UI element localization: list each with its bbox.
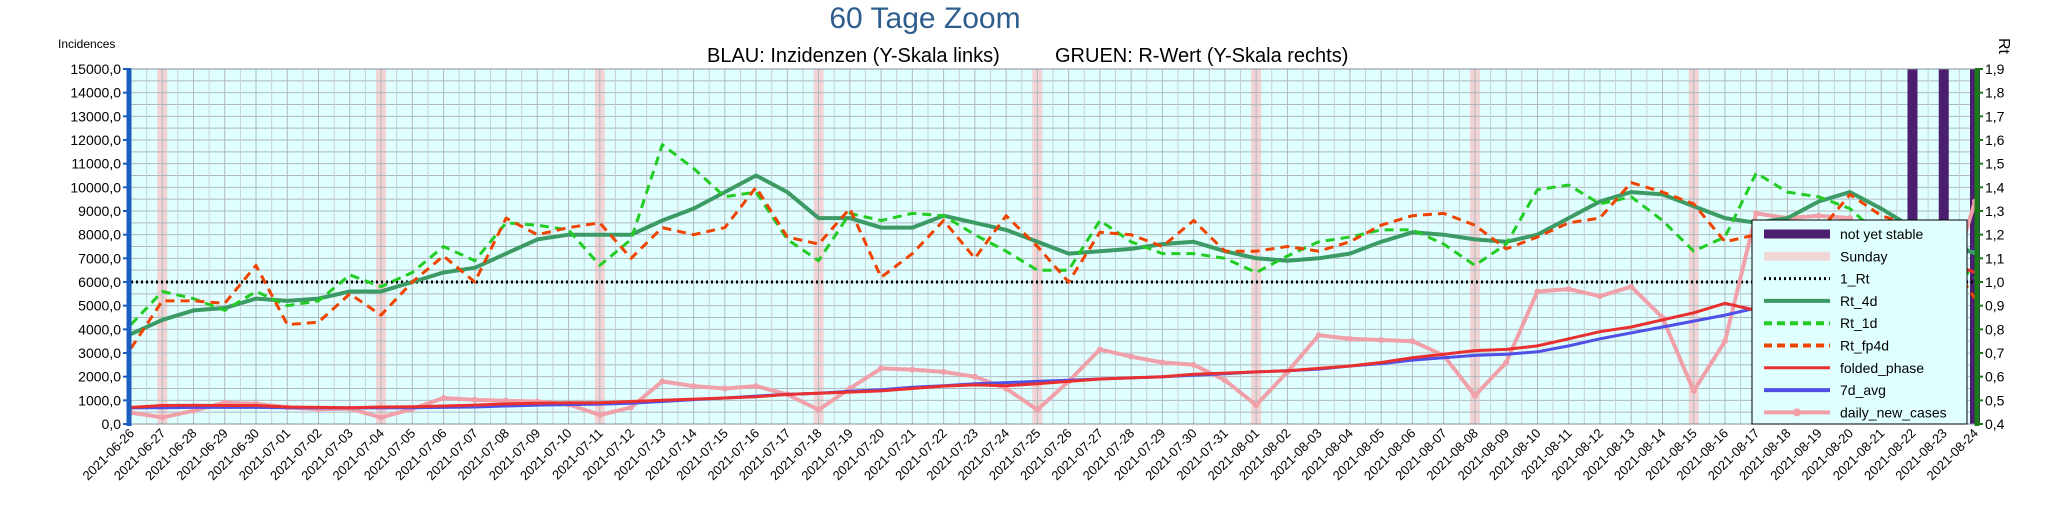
point-daily-new-cases [1346, 335, 1353, 342]
point-daily-new-cases [1315, 332, 1322, 339]
legend-label: 7d_avg [1840, 382, 1886, 398]
point-daily-new-cases [378, 414, 385, 421]
series-rt-4d [130, 173, 1976, 336]
y-tick-right: 1,7 [1985, 108, 2005, 124]
legend-label: folded_phase [1840, 360, 1924, 376]
point-daily-new-cases [815, 406, 822, 413]
point-daily-new-cases [878, 365, 885, 372]
point-daily-new-cases [1534, 288, 1541, 295]
y-tick-left: 9000,0 [78, 203, 121, 219]
point-daily-new-cases [1753, 210, 1760, 217]
y-tick-left: 0,0 [102, 416, 122, 432]
y-tick-right: 0,8 [1985, 321, 2005, 337]
point-daily-new-cases [1096, 346, 1103, 353]
point-daily-new-cases [190, 407, 197, 414]
x-ticks: 2021-06-262021-06-272021-06-282021-06-29… [79, 426, 1981, 484]
y-tick-left: 6000,0 [78, 274, 121, 290]
y-tick-left: 12000,0 [70, 132, 121, 148]
series-rt-fp4d [129, 181, 1977, 350]
y-tick-right: 1,2 [1985, 227, 2005, 243]
y-ticks-right: 0,4 0,5 0,6 0,7 0,8 0,9 1,0 1,1 1,2 1,3 1,4 1,5 1,6 1… [1975, 61, 2005, 432]
y-tick-left: 3000,0 [78, 345, 121, 361]
point-daily-new-cases [1565, 286, 1572, 293]
series-rt-1d [129, 143, 1976, 326]
point-daily-new-cases [909, 366, 916, 373]
y-ticks-left: 0,0 1000,0 2000,0 3000,0 4000,0 5000,0 6000,0 7… [70, 61, 131, 432]
point-daily-new-cases [1596, 293, 1603, 300]
y-tick-left: 8000,0 [78, 227, 121, 243]
legend-label: not yet stable [1840, 226, 1923, 242]
point-daily-new-cases [1190, 361, 1197, 368]
y-axis-label-right: Rt [1995, 38, 2012, 55]
point-daily-new-cases [1128, 353, 1135, 360]
point-daily-new-cases [159, 414, 166, 421]
y-tick-left: 10000,0 [70, 179, 121, 195]
y-tick-right: 0,9 [1985, 298, 2005, 314]
y-axis-label-left: Incidences [58, 37, 115, 51]
y-tick-left: 2000,0 [78, 369, 121, 385]
y-tick-right: 1,3 [1985, 203, 2005, 219]
legend-label: Sunday [1840, 248, 1887, 264]
y-tick-right: 1,8 [1985, 85, 2005, 101]
y-tick-left: 1000,0 [78, 392, 121, 408]
point-daily-new-cases [440, 394, 447, 401]
point-daily-new-cases [596, 412, 603, 419]
point-daily-new-cases [1034, 406, 1041, 413]
point-daily-new-cases [471, 396, 478, 403]
axes [126, 68, 1980, 426]
chart-subtitle-right: GRUEN: R-Wert (Y-Skala rechts) [1055, 45, 1348, 67]
point-daily-new-cases [690, 383, 697, 390]
legend: not yet stable Sunday 1_Rt Rt_4d Rt_1d Rt_fp4… [1751, 219, 1968, 425]
point-daily-new-cases [1628, 283, 1635, 290]
point-daily-new-cases [1409, 338, 1416, 345]
point-daily-new-cases [659, 378, 666, 385]
point-daily-new-cases [1253, 402, 1260, 409]
chart-title: 60 Tage Zoom [829, 2, 1020, 35]
point-daily-new-cases [971, 373, 978, 380]
legend-label: daily_new_cases [1840, 404, 1947, 420]
y-tick-right: 0,4 [1985, 416, 2005, 432]
series-daily-new-cases [130, 200, 1977, 420]
legend-label: Rt_fp4d [1840, 338, 1889, 354]
point-daily-new-cases [1690, 387, 1697, 394]
point-daily-new-cases [1471, 392, 1478, 399]
y-tick-right: 1,0 [1985, 274, 2005, 290]
y-tick-right: 1,4 [1985, 179, 2005, 195]
point-daily-new-cases [753, 383, 760, 390]
y-tick-right: 1,6 [1985, 132, 2005, 148]
point-daily-new-cases [1159, 359, 1166, 366]
y-tick-right: 0,7 [1985, 345, 2005, 361]
y-tick-left: 11000,0 [71, 156, 121, 172]
y-tick-left: 5000,0 [78, 298, 121, 314]
point-daily-new-cases [1503, 359, 1510, 366]
legend-label: 1_Rt [1840, 271, 1870, 287]
y-tick-right: 1,9 [1985, 61, 2005, 77]
chart-subtitle-left: BLAU: Inzidenzen (Y-Skala links) [707, 45, 1000, 67]
point-daily-new-cases [1721, 338, 1728, 345]
y-tick-left: 7000,0 [78, 250, 121, 266]
point-daily-new-cases [1378, 336, 1385, 343]
y-tick-right: 1,1 [1985, 250, 2005, 266]
legend-marker [1793, 408, 1801, 417]
point-daily-new-cases [721, 385, 728, 392]
y-tick-right: 0,6 [1985, 369, 2005, 385]
point-daily-new-cases [503, 397, 510, 404]
legend-label: Rt_1d [1840, 315, 1877, 331]
y-tick-right: 1,5 [1985, 156, 2005, 172]
y-tick-right: 0,5 [1985, 392, 2005, 408]
point-daily-new-cases [940, 368, 947, 375]
y-tick-left: 13000,0 [70, 108, 121, 124]
y-tick-left: 4000,0 [78, 321, 121, 337]
y-tick-left: 14000,0 [70, 85, 121, 101]
point-daily-new-cases [1221, 377, 1228, 384]
series-folded-phase [130, 259, 1976, 410]
legend-label: Rt_4d [1840, 293, 1877, 309]
point-daily-new-cases [628, 404, 635, 411]
point-daily-new-cases [1815, 212, 1822, 219]
y-tick-left: 15000,0 [70, 61, 121, 77]
